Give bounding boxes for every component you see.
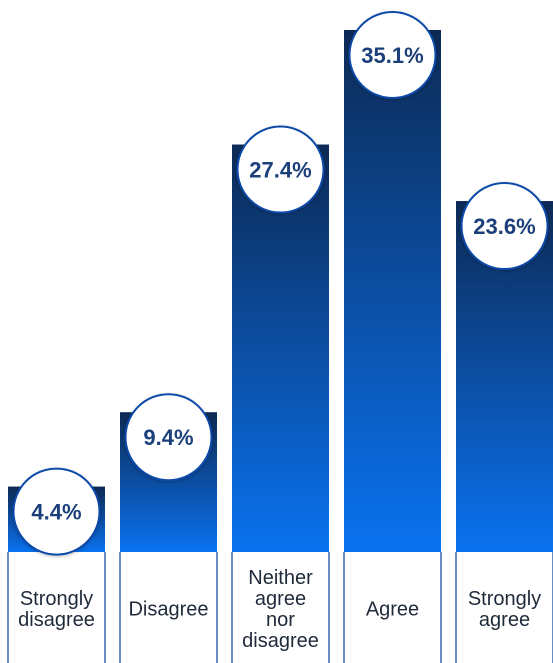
value-bubble-4 <box>348 11 437 99</box>
category-label-line: disagree <box>18 609 95 631</box>
value-bubble-3 <box>236 125 325 214</box>
value-label-2: 9.4% <box>143 425 193 450</box>
value-label-5: 23.6% <box>473 214 535 239</box>
category-label-line: Disagree <box>128 598 208 620</box>
value-label-1: 4.4% <box>31 500 81 525</box>
category-label-line: agree <box>255 588 306 610</box>
value-label-4: 35.1% <box>361 43 423 68</box>
category-label-3: Neither agree nor disagree <box>242 567 319 652</box>
category-label-line: agree <box>479 609 530 631</box>
bars-layer <box>8 30 553 552</box>
value-bubbles: 4.4% 9.4% 27.4% 35.1% 23.6% <box>12 11 549 556</box>
value-bubble-5 <box>460 182 549 271</box>
value-bubble-1 <box>12 467 101 556</box>
category-label-5: Strongly agree <box>468 588 541 631</box>
category-dividers <box>7 552 553 663</box>
category-label-line: Strongly <box>468 588 541 610</box>
category-label-line: nor <box>266 609 295 631</box>
bar-4 <box>344 30 441 552</box>
value-label-3: 27.4% <box>249 158 311 183</box>
category-label-line: Neither <box>248 567 313 589</box>
category-label-4: Agree <box>366 598 419 620</box>
category-label-line: disagree <box>242 630 319 652</box>
value-bubble-2 <box>124 393 213 482</box>
category-label-line: Agree <box>366 598 419 620</box>
category-label-line: Strongly <box>20 588 93 610</box>
category-label-2: Disagree <box>128 598 208 620</box>
category-label-1: Strongly disagree <box>18 588 95 631</box>
